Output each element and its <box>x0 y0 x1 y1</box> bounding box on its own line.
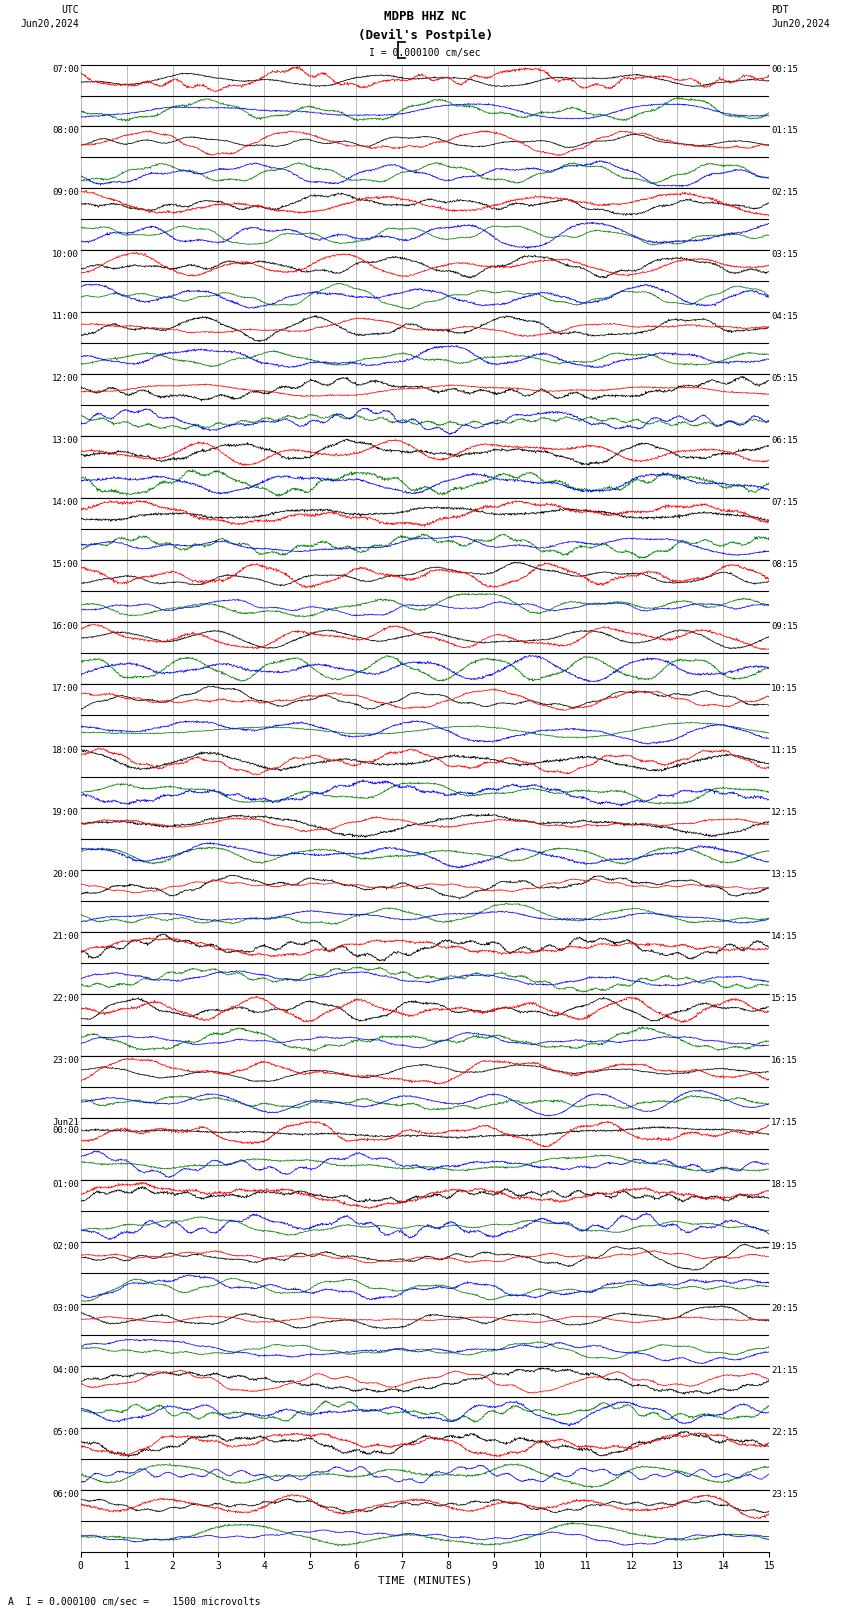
Text: 12:00: 12:00 <box>52 374 79 384</box>
Text: 20:00: 20:00 <box>52 869 79 879</box>
Text: 13:15: 13:15 <box>771 869 798 879</box>
Text: 19:00: 19:00 <box>52 808 79 818</box>
Text: 01:00: 01:00 <box>52 1179 79 1189</box>
Text: A  I = 0.000100 cm/sec =    1500 microvolts: A I = 0.000100 cm/sec = 1500 microvolts <box>8 1597 261 1607</box>
Text: 18:00: 18:00 <box>52 747 79 755</box>
Text: 09:00: 09:00 <box>52 189 79 197</box>
Text: Jun21: Jun21 <box>52 1118 79 1127</box>
Text: 23:00: 23:00 <box>52 1057 79 1065</box>
Text: 23:15: 23:15 <box>771 1490 798 1498</box>
Text: 06:15: 06:15 <box>771 437 798 445</box>
Text: 19:15: 19:15 <box>771 1242 798 1250</box>
Text: 21:00: 21:00 <box>52 932 79 940</box>
Text: 08:15: 08:15 <box>771 560 798 569</box>
Text: UTC: UTC <box>61 5 79 15</box>
Text: 17:15: 17:15 <box>771 1118 798 1127</box>
Text: 02:15: 02:15 <box>771 189 798 197</box>
Text: 12:15: 12:15 <box>771 808 798 818</box>
Text: 08:00: 08:00 <box>52 126 79 135</box>
Text: 22:15: 22:15 <box>771 1428 798 1437</box>
Text: I = 0.000100 cm/sec: I = 0.000100 cm/sec <box>369 48 481 58</box>
Text: 06:00: 06:00 <box>52 1490 79 1498</box>
Text: 15:15: 15:15 <box>771 994 798 1003</box>
Text: 10:15: 10:15 <box>771 684 798 694</box>
Text: 21:15: 21:15 <box>771 1366 798 1374</box>
Text: 07:15: 07:15 <box>771 498 798 506</box>
Text: 00:15: 00:15 <box>771 65 798 74</box>
Text: 15:00: 15:00 <box>52 560 79 569</box>
Text: 03:00: 03:00 <box>52 1303 79 1313</box>
Text: PDT: PDT <box>771 5 789 15</box>
Text: 05:15: 05:15 <box>771 374 798 384</box>
Text: 14:15: 14:15 <box>771 932 798 940</box>
Text: 16:00: 16:00 <box>52 623 79 631</box>
Text: 03:15: 03:15 <box>771 250 798 260</box>
X-axis label: TIME (MINUTES): TIME (MINUTES) <box>377 1576 473 1586</box>
Text: (Devil's Postpile): (Devil's Postpile) <box>358 29 492 42</box>
Text: Jun20,2024: Jun20,2024 <box>20 19 79 29</box>
Text: 04:00: 04:00 <box>52 1366 79 1374</box>
Text: 01:15: 01:15 <box>771 126 798 135</box>
Text: 11:15: 11:15 <box>771 747 798 755</box>
Text: 16:15: 16:15 <box>771 1057 798 1065</box>
Text: 18:15: 18:15 <box>771 1179 798 1189</box>
Text: MDPB HHZ NC: MDPB HHZ NC <box>383 10 467 23</box>
Text: 09:15: 09:15 <box>771 623 798 631</box>
Text: Jun20,2024: Jun20,2024 <box>771 19 830 29</box>
Text: 13:00: 13:00 <box>52 437 79 445</box>
Text: 14:00: 14:00 <box>52 498 79 506</box>
Text: 05:00: 05:00 <box>52 1428 79 1437</box>
Text: 07:00: 07:00 <box>52 65 79 74</box>
Text: 10:00: 10:00 <box>52 250 79 260</box>
Text: 17:00: 17:00 <box>52 684 79 694</box>
Text: 02:00: 02:00 <box>52 1242 79 1250</box>
Text: 04:15: 04:15 <box>771 313 798 321</box>
Text: 11:00: 11:00 <box>52 313 79 321</box>
Text: 20:15: 20:15 <box>771 1303 798 1313</box>
Text: 22:00: 22:00 <box>52 994 79 1003</box>
Text: 00:00: 00:00 <box>52 1126 79 1136</box>
